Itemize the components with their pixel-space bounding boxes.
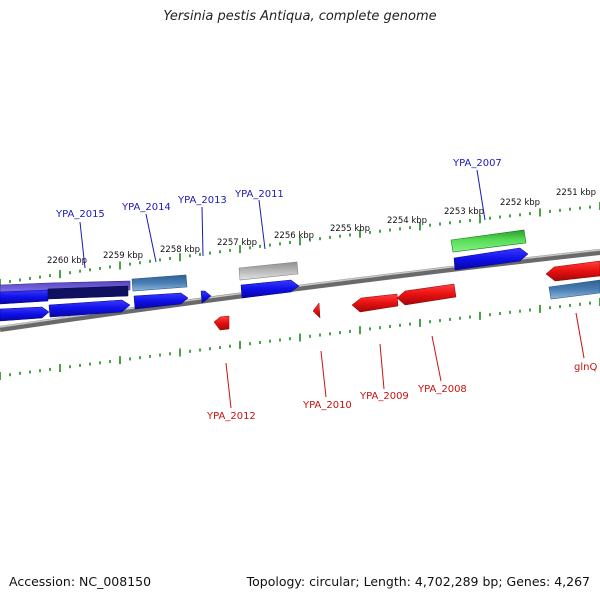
gene-forward-b[interactable] bbox=[0, 306, 50, 322]
leader-glnq bbox=[575, 312, 585, 359]
scale-label-2259: 2259 kbp bbox=[103, 251, 143, 261]
feature-ring-forward bbox=[0, 247, 529, 322]
gene-reverse-ypa2009[interactable] bbox=[351, 293, 399, 313]
gene-reverse-glnq[interactable] bbox=[545, 260, 600, 282]
scale-label-2257: 2257 kbp bbox=[217, 238, 257, 248]
label-ypa2012[interactable]: YPA_2012 bbox=[206, 411, 256, 422]
scale-ring-upper bbox=[0, 202, 600, 287]
genome-summary-text: Topology: circular; Length: 4,702,289 bp… bbox=[246, 574, 590, 589]
gene-reverse-ypa2008[interactable] bbox=[396, 283, 457, 306]
map-title: Yersinia pestis Antiqua, complete genome bbox=[163, 9, 437, 24]
label-ypa2008[interactable]: YPA_2008 bbox=[417, 384, 467, 395]
label-ypa2010[interactable]: YPA_2010 bbox=[302, 400, 352, 411]
gene-forward-ypa2007[interactable] bbox=[453, 247, 529, 271]
label-ypa2015[interactable]: YPA_2015 bbox=[55, 209, 105, 220]
label-ypa2014[interactable]: YPA_2014 bbox=[121, 202, 171, 213]
feature-rna-left[interactable] bbox=[131, 274, 188, 292]
gene-forward-ypa2013[interactable] bbox=[200, 290, 212, 304]
label-ypa2007[interactable]: YPA_2007 bbox=[452, 158, 502, 169]
scale-label-2253: 2253 kbp bbox=[444, 207, 484, 217]
gene-forward-ypa2014[interactable] bbox=[133, 292, 189, 310]
label-ypa2009[interactable]: YPA_2009 bbox=[359, 391, 409, 402]
scale-label-2254: 2254 kbp bbox=[387, 216, 427, 226]
leader-ypa2010 bbox=[320, 350, 327, 398]
scale-label-2258: 2258 kbp bbox=[160, 245, 200, 255]
label-ypa2011[interactable]: YPA_2011 bbox=[234, 189, 284, 200]
label-ypa2013[interactable]: YPA_2013 bbox=[177, 195, 227, 206]
scale-label-2255: 2255 kbp bbox=[330, 224, 370, 234]
leader-ypa2012 bbox=[225, 362, 232, 409]
leader-ypa2013 bbox=[201, 206, 204, 257]
gene-reverse-ypa2010[interactable] bbox=[312, 302, 321, 319]
scale-label-2256: 2256 kbp bbox=[274, 231, 314, 241]
feature-ring-reverse bbox=[213, 260, 600, 331]
leader-ypa2007 bbox=[476, 169, 486, 221]
leader-ypa2015 bbox=[79, 221, 86, 269]
gene-forward-ypa2015-dark[interactable] bbox=[47, 285, 129, 300]
label-glnq[interactable]: glnQ bbox=[574, 362, 597, 373]
gene-forward-ypa2015[interactable] bbox=[48, 299, 131, 318]
scale-label-2260: 2260 kbp bbox=[47, 256, 87, 266]
scale-label-2251: 2251 kbp bbox=[556, 188, 596, 198]
leader-ypa2011 bbox=[258, 199, 266, 250]
scale-label-2252: 2252 kbp bbox=[500, 198, 540, 208]
leader-ypa2008 bbox=[431, 335, 442, 382]
gene-forward-ypa2011-cds[interactable] bbox=[240, 279, 300, 299]
scale-ring-lower bbox=[0, 298, 600, 380]
feature-rna-right[interactable] bbox=[548, 279, 600, 300]
leader-ypa2009 bbox=[379, 343, 385, 390]
gene-forward-a[interactable] bbox=[0, 289, 49, 305]
leader-ypa2014 bbox=[145, 213, 157, 263]
gene-reverse-ypa2012[interactable] bbox=[213, 315, 230, 331]
feature-green-ypa2007[interactable] bbox=[450, 229, 527, 253]
accession-text: Accession: NC_008150 bbox=[9, 574, 152, 589]
feature-pseudo-ypa2011[interactable] bbox=[238, 261, 299, 281]
